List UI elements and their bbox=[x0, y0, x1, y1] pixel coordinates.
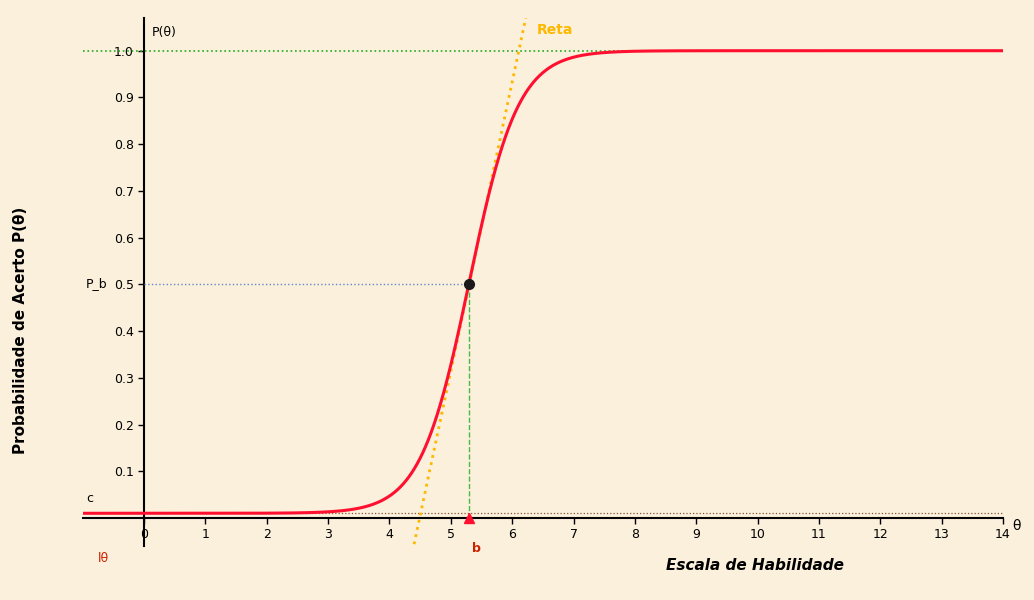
Text: Escala de Habilidade: Escala de Habilidade bbox=[666, 557, 844, 572]
Text: c: c bbox=[86, 492, 93, 505]
Text: lθ: lθ bbox=[98, 551, 110, 565]
Text: P(θ): P(θ) bbox=[151, 26, 177, 39]
Text: θ: θ bbox=[1012, 520, 1021, 533]
Text: Reta: Reta bbox=[538, 23, 574, 37]
Text: P_b: P_b bbox=[86, 277, 108, 290]
Text: Probabilidade de Acerto P(θ): Probabilidade de Acerto P(θ) bbox=[13, 206, 28, 454]
Text: b: b bbox=[473, 542, 481, 555]
